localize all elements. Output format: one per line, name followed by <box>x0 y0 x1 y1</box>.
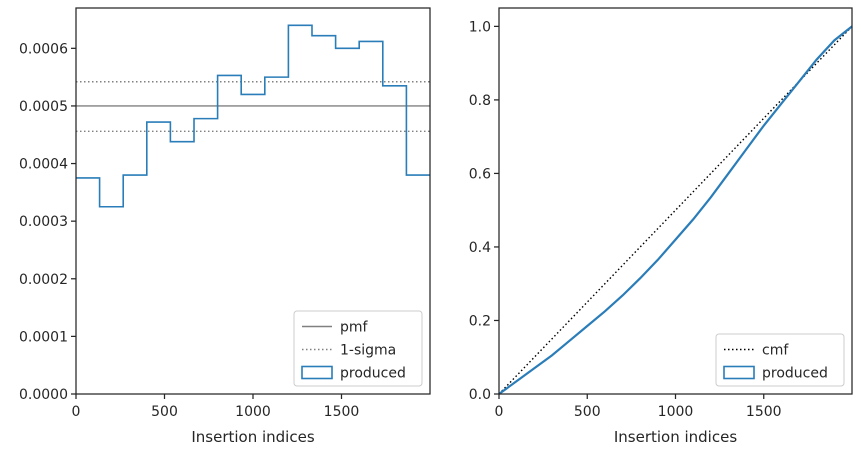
histogram-bin <box>170 142 194 394</box>
y-tick-label: 0.6 <box>469 166 491 182</box>
y-tick-label: 0.2 <box>469 313 491 329</box>
histogram-panel: 0 500 1000 1500 0.00000.00010.00020.00030.0… <box>19 7 431 446</box>
histogram-step <box>76 24 430 208</box>
right-y-ticks: 0.0 0.2 0.4 0.6 0.8 1.0 <box>469 19 499 403</box>
legend-key-produced <box>301 365 333 380</box>
legend-label: produced <box>340 366 406 382</box>
x-tick-label: 0 <box>72 404 81 420</box>
y-tick-label: 0.4 <box>469 240 491 256</box>
legend-label: pmf <box>340 320 369 336</box>
left-x-axis-label: Insertion indices <box>191 428 314 446</box>
y-tick-label: 0.8 <box>469 93 491 109</box>
histogram-bin <box>123 175 147 394</box>
x-tick-label: 500 <box>574 404 601 420</box>
y-tick-label: 0.0006 <box>19 41 68 57</box>
histogram-bin <box>194 119 218 394</box>
histogram-bin <box>76 178 100 394</box>
cumulative-panel: 0 500 1000 1500 0.0 0.2 0.4 0.6 0.8 1.0 Insertio… <box>469 7 853 446</box>
legend-label: 1-sigma <box>340 343 396 359</box>
legend-box <box>715 333 845 387</box>
histogram-bin <box>265 77 289 394</box>
y-tick-label: 0.0003 <box>19 214 68 230</box>
left-x-ticks: 0 500 1000 1500 <box>72 394 360 420</box>
right-x-axis-label: Insertion indices <box>614 428 737 446</box>
legend-key-produced <box>723 365 755 380</box>
x-tick-label: 1000 <box>658 404 694 420</box>
y-tick-label: 0.0 <box>469 387 491 403</box>
legend-label: cmf <box>762 343 789 359</box>
right-x-ticks: 0 500 1000 1500 <box>495 394 782 420</box>
y-tick-label: 0.0002 <box>19 272 68 288</box>
y-tick-label: 0.0004 <box>19 157 68 173</box>
legend-label: produced <box>762 366 828 382</box>
series-line-produced <box>498 25 853 395</box>
x-tick-label: 0 <box>495 404 504 420</box>
x-tick-label: 1000 <box>235 404 271 420</box>
histogram-bin <box>218 75 242 394</box>
cumulative-marks <box>498 25 853 395</box>
x-tick-label: 1500 <box>746 404 782 420</box>
right-legend: cmf produced <box>715 333 845 387</box>
histogram-bin <box>147 122 171 394</box>
left-legend: pmf 1-sigma produced <box>293 310 423 387</box>
y-tick-label: 1.0 <box>469 19 491 35</box>
left-y-ticks: 0.0000 0.0001 0.0002 0.0003 0.0004 0.0005 0.00… <box>19 41 76 403</box>
x-tick-label: 1500 <box>324 404 360 420</box>
histogram-bin <box>241 94 265 394</box>
x-tick-label: 500 <box>151 404 178 420</box>
histogram-bin <box>100 207 124 394</box>
histogram-marks <box>76 24 430 394</box>
y-tick-label: 0.0000 <box>19 387 68 403</box>
y-tick-label: 0.0005 <box>19 99 68 115</box>
y-tick-label: 0.0001 <box>19 329 68 345</box>
